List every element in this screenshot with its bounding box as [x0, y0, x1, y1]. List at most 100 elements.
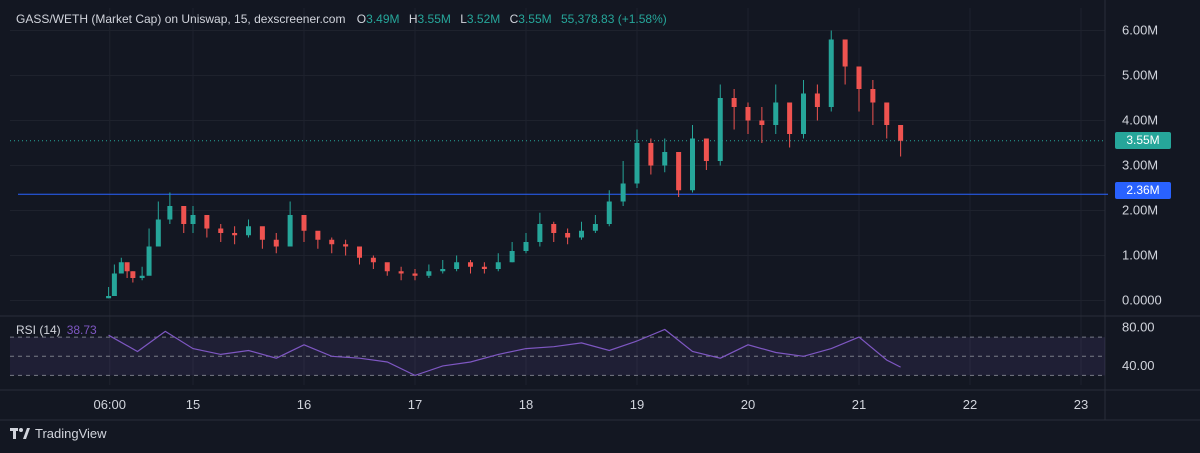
candle-body — [690, 138, 695, 191]
rsi-legend: RSI (14) 38.73 — [16, 323, 97, 337]
candle-body — [190, 215, 196, 224]
candle-body — [551, 224, 557, 233]
candle-body — [130, 271, 136, 278]
candle-body — [329, 239, 335, 245]
candle-body — [662, 152, 668, 166]
y-tick-label: 1.00M — [1122, 248, 1158, 263]
rsi-label: RSI (14) — [16, 323, 61, 337]
candle-body — [634, 143, 640, 184]
tradingview-logo-icon — [10, 428, 30, 439]
rsi-line — [108, 328, 901, 377]
candle-body — [856, 66, 862, 89]
close-value: 3.55M — [518, 12, 552, 26]
candle-body — [468, 262, 473, 267]
change-value: 55,378.83 (+1.58%) — [560, 12, 667, 26]
candle-body — [523, 242, 529, 251]
high-label: H — [408, 12, 418, 26]
candle-body — [828, 39, 834, 107]
candle-body — [139, 275, 145, 278]
tradingview-brand[interactable]: TradingView — [10, 426, 107, 441]
candle-body — [181, 206, 187, 224]
candle-body — [204, 215, 210, 229]
candle-body — [273, 239, 279, 247]
symbol-title: GASS/WETH (Market Cap) on Uniswap, 15, d… — [16, 12, 346, 26]
candle-body — [509, 251, 515, 263]
x-tick-label: 15 — [186, 397, 200, 412]
candle-body — [592, 224, 598, 231]
candle-body — [703, 138, 709, 161]
candle-body — [579, 230, 584, 238]
close-label: C — [509, 12, 519, 26]
candle-body — [384, 262, 390, 272]
last-price-badge: 3.55M — [1115, 132, 1171, 149]
candle-body — [773, 102, 779, 125]
candle-body — [731, 98, 737, 107]
y-tick-label: 0.0000 — [1122, 293, 1162, 308]
candle-body — [495, 262, 501, 269]
candle-body — [232, 233, 238, 236]
candle-body — [118, 262, 124, 274]
x-tick-label: 22 — [963, 397, 977, 412]
candle-body — [357, 246, 362, 258]
candle-body — [426, 271, 432, 276]
candle-body — [565, 233, 571, 238]
x-tick-label: 21 — [852, 397, 866, 412]
candle-body — [412, 273, 418, 276]
candle-body — [259, 226, 265, 240]
candle-body — [884, 102, 890, 125]
candle-body — [648, 143, 654, 166]
candle-body — [167, 206, 173, 220]
level-badge: 2.36M — [1115, 182, 1171, 199]
y-tick-label: 6.00M — [1122, 23, 1158, 38]
candle-body — [842, 39, 848, 67]
x-tick-label: 23 — [1074, 397, 1088, 412]
candle-body — [370, 257, 376, 263]
rsi-tick-label: 80.00 — [1122, 320, 1155, 335]
brand-name: TradingView — [35, 426, 107, 441]
candle-body — [246, 226, 251, 236]
candle-body — [787, 102, 793, 134]
low-value: 3.52M — [466, 12, 501, 26]
x-tick-label: 19 — [630, 397, 644, 412]
candle-body — [124, 262, 130, 272]
candle-body — [315, 230, 321, 240]
low-label: L — [460, 12, 467, 26]
candle-body — [676, 152, 682, 191]
y-tick-label: 4.00M — [1122, 113, 1158, 128]
candle-body — [801, 93, 806, 134]
candle-body — [398, 271, 404, 274]
candle-body — [537, 224, 543, 242]
candle-body — [146, 246, 152, 276]
candle-body — [717, 98, 723, 161]
candle-body — [440, 269, 446, 272]
candle-body — [620, 183, 626, 202]
y-tick-label: 3.00M — [1122, 158, 1158, 173]
x-tick-label: 17 — [408, 397, 422, 412]
high-value: 3.55M — [417, 12, 451, 26]
candle-body — [454, 262, 460, 269]
x-tick-label: 18 — [519, 397, 533, 412]
candle-body — [155, 219, 161, 247]
rsi-tick-label: 40.00 — [1122, 358, 1155, 373]
rsi-value: 38.73 — [66, 323, 97, 337]
open-value: 3.49M — [366, 12, 400, 26]
candle-body — [814, 93, 820, 107]
x-tick-label: 16 — [297, 397, 311, 412]
y-tick-label: 2.00M — [1122, 203, 1158, 218]
candle-body — [745, 107, 751, 121]
candle-body — [759, 120, 765, 125]
candle-body — [218, 228, 224, 233]
candle-body — [870, 89, 876, 103]
candle-body — [481, 266, 487, 269]
legend-header: GASS/WETH (Market Cap) on Uniswap, 15, d… — [16, 12, 667, 26]
x-tick-label: 06:00 — [93, 397, 126, 412]
open-label: O — [356, 12, 367, 26]
candle-body — [106, 296, 112, 299]
candle-body — [287, 215, 293, 247]
candle-body — [111, 273, 117, 296]
candle-body — [301, 215, 307, 231]
y-tick-label: 5.00M — [1122, 68, 1158, 83]
candle-body — [606, 201, 612, 224]
